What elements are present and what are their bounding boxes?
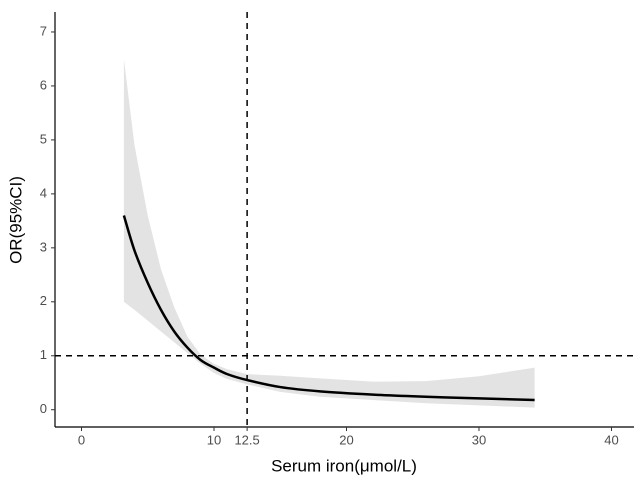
y-tick-label: 7 — [40, 23, 47, 38]
x-tick-label: 0 — [78, 432, 85, 447]
x-tick-label: 40 — [604, 432, 618, 447]
x-tick-label: 12.5 — [234, 432, 259, 447]
y-tick-label: 2 — [40, 293, 47, 308]
x-tick-label: 30 — [472, 432, 486, 447]
y-tick-label: 1 — [40, 347, 47, 362]
line — [122, 215, 535, 402]
y-tick-label: 3 — [40, 239, 47, 254]
y-tick-label: 5 — [40, 131, 47, 146]
x-tick-label: 10 — [207, 432, 221, 447]
x-axis-title: Serum iron(μmol/L) — [271, 456, 417, 475]
x-tick-label: 20 — [339, 432, 353, 447]
y-axis-title: OR(95%CI) — [6, 176, 25, 264]
y-tick-label: 4 — [40, 185, 47, 200]
y-tick-label: 0 — [40, 401, 47, 416]
y-tick-label: 6 — [40, 77, 47, 92]
